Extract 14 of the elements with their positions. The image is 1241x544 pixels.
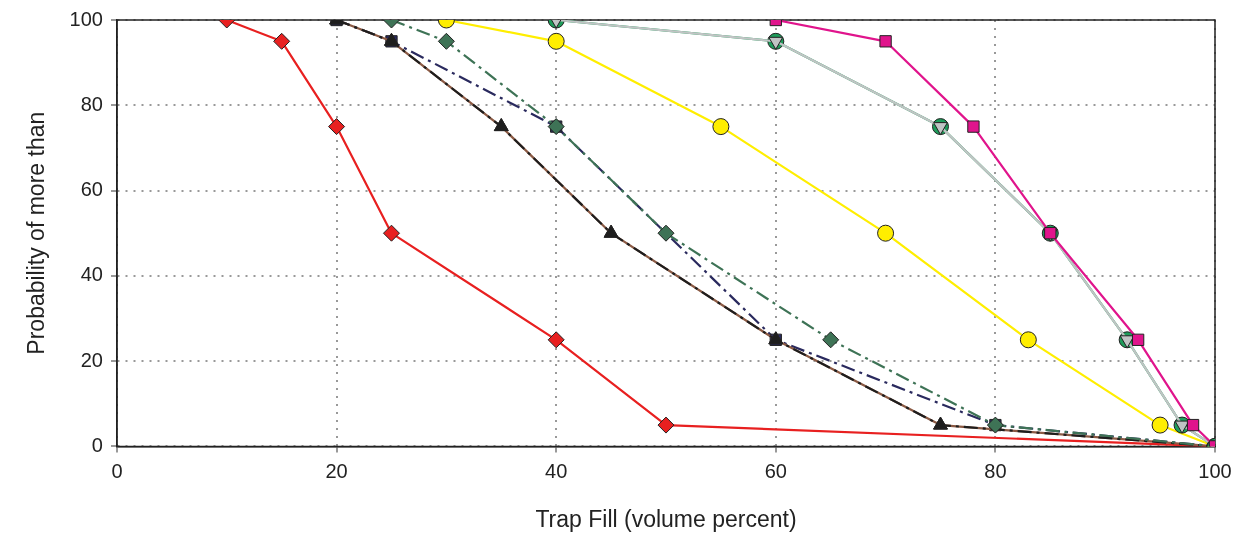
y-tick-label: 60	[80, 178, 103, 201]
x-tick-label: 20	[325, 459, 348, 482]
x-tick-label: 0	[111, 459, 123, 482]
y-tick-label: 40	[80, 263, 103, 286]
x-tick-label: 100	[1198, 459, 1232, 482]
x-tick-label: 60	[764, 459, 787, 482]
x-tick-label: 40	[545, 459, 568, 482]
y-axis-title: Probability of more than	[23, 111, 50, 355]
y-tick-label: 80	[80, 92, 103, 115]
y-tick-label: 20	[80, 348, 103, 371]
y-tick-label: 100	[69, 7, 103, 30]
y-tick-label: 0	[91, 433, 103, 456]
x-tick-label: 80	[984, 459, 1007, 482]
x-axis-title: Trap Fill (volume percent)	[535, 505, 797, 532]
